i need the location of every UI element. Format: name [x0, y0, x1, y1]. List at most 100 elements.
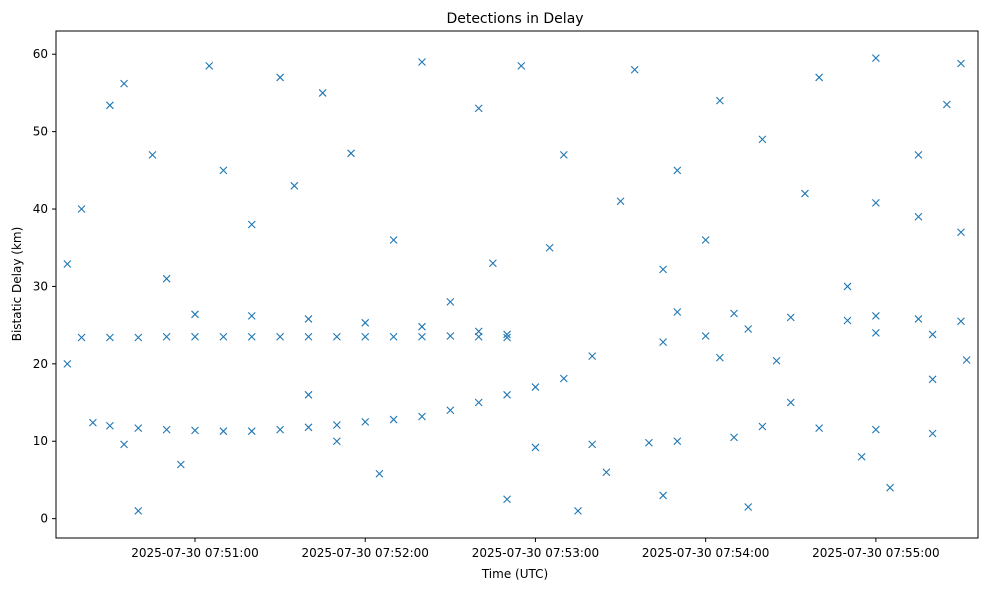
- detection-point: [77, 333, 86, 342]
- detection-point: [503, 390, 511, 399]
- detection-point: [857, 452, 866, 461]
- detection-point: [715, 96, 724, 105]
- detection-point: [928, 429, 937, 438]
- detection-point: [503, 330, 511, 339]
- detection-point: [574, 507, 582, 515]
- detection-point: [559, 374, 568, 383]
- detection-point: [162, 274, 171, 283]
- detection-point: [645, 438, 653, 447]
- detection-point: [162, 332, 171, 341]
- detection-point: [247, 311, 256, 320]
- detection-point: [786, 398, 795, 407]
- detection-point: [517, 61, 526, 70]
- detection-point: [304, 332, 313, 341]
- x-tick-label: 2025-07-30 07:55:00: [812, 546, 939, 560]
- detection-point: [134, 507, 143, 515]
- data-points: [63, 54, 971, 515]
- detection-point: [914, 150, 923, 159]
- y-axis-ticks: 0 10 20 30 40 50 60: [33, 47, 56, 526]
- detection-point: [219, 427, 228, 436]
- detection-point: [247, 427, 256, 436]
- detection-point: [871, 311, 880, 320]
- detection-point: [630, 65, 639, 74]
- detection-point: [957, 59, 965, 68]
- x-tick-label: 2025-07-30 07:51:00: [131, 546, 258, 560]
- detection-point: [88, 418, 97, 427]
- detection-point: [815, 424, 824, 432]
- detection-point: [106, 333, 114, 342]
- y-tick-label: 60: [33, 47, 48, 61]
- detection-point: [673, 437, 682, 446]
- detection-point: [928, 330, 937, 339]
- detection-point: [928, 375, 937, 384]
- detection-point: [418, 58, 426, 66]
- detection-point: [957, 228, 965, 237]
- detection-point: [332, 421, 341, 429]
- detection-point: [886, 483, 894, 492]
- detection-point: [772, 356, 781, 365]
- x-tick-label: 2025-07-30 07:54:00: [642, 546, 769, 560]
- detection-point: [701, 236, 710, 244]
- detection-point: [290, 181, 299, 190]
- detection-point: [446, 332, 455, 340]
- detection-point: [588, 352, 597, 360]
- detection-point: [418, 332, 426, 341]
- detection-point: [304, 423, 313, 432]
- detection-point: [389, 332, 398, 341]
- detection-point: [148, 150, 157, 159]
- detection-point: [389, 236, 398, 244]
- detection-point: [418, 322, 426, 331]
- detection-point: [659, 265, 667, 274]
- detection-point: [602, 468, 611, 477]
- detection-point: [134, 424, 143, 432]
- detection-point: [77, 205, 86, 213]
- detection-point: [758, 422, 767, 431]
- detection-point: [361, 332, 370, 341]
- detection-point: [205, 61, 214, 70]
- detection-point: [63, 359, 72, 368]
- detection-point: [120, 79, 128, 88]
- detection-point: [843, 282, 852, 291]
- detection-point: [176, 460, 185, 469]
- detection-point: [488, 259, 497, 268]
- detection-point: [801, 189, 809, 198]
- detection-point: [304, 390, 313, 399]
- detection-point: [134, 333, 143, 342]
- x-axis-ticks: 2025-07-30 07:51:00 2025-07-30 07:52:00 20…: [131, 538, 940, 560]
- detection-point: [219, 332, 228, 341]
- detection-point: [545, 243, 554, 252]
- detection-point: [588, 440, 597, 449]
- detection-point: [276, 425, 285, 434]
- plot-area-frame: [55, 30, 979, 539]
- detection-point: [503, 495, 511, 504]
- detection-point: [744, 503, 753, 511]
- detection-point: [914, 315, 923, 323]
- detection-point: [361, 418, 370, 426]
- detection-point: [673, 166, 682, 175]
- detection-point: [744, 325, 753, 333]
- detection-point: [106, 421, 114, 430]
- detection-point: [474, 398, 483, 407]
- detection-point: [418, 412, 426, 421]
- detection-point: [730, 309, 738, 318]
- detection-point: [389, 415, 398, 424]
- x-tick-label: 2025-07-30 07:53:00: [472, 546, 599, 560]
- detection-point: [914, 212, 923, 221]
- detection-point: [347, 149, 355, 158]
- detection-point: [701, 332, 710, 340]
- detection-point: [962, 356, 971, 364]
- y-tick-label: 0: [40, 512, 48, 526]
- detection-point: [871, 198, 880, 207]
- detection-point: [730, 433, 738, 442]
- y-tick-label: 30: [33, 279, 48, 293]
- y-axis-label: Bistatic Delay (km): [10, 227, 24, 342]
- detection-point: [120, 440, 128, 449]
- detection-point: [559, 150, 568, 159]
- detection-point: [191, 310, 199, 319]
- detection-point: [786, 313, 795, 322]
- detection-point: [276, 332, 285, 341]
- detection-point: [332, 332, 341, 341]
- detection-point: [106, 101, 114, 110]
